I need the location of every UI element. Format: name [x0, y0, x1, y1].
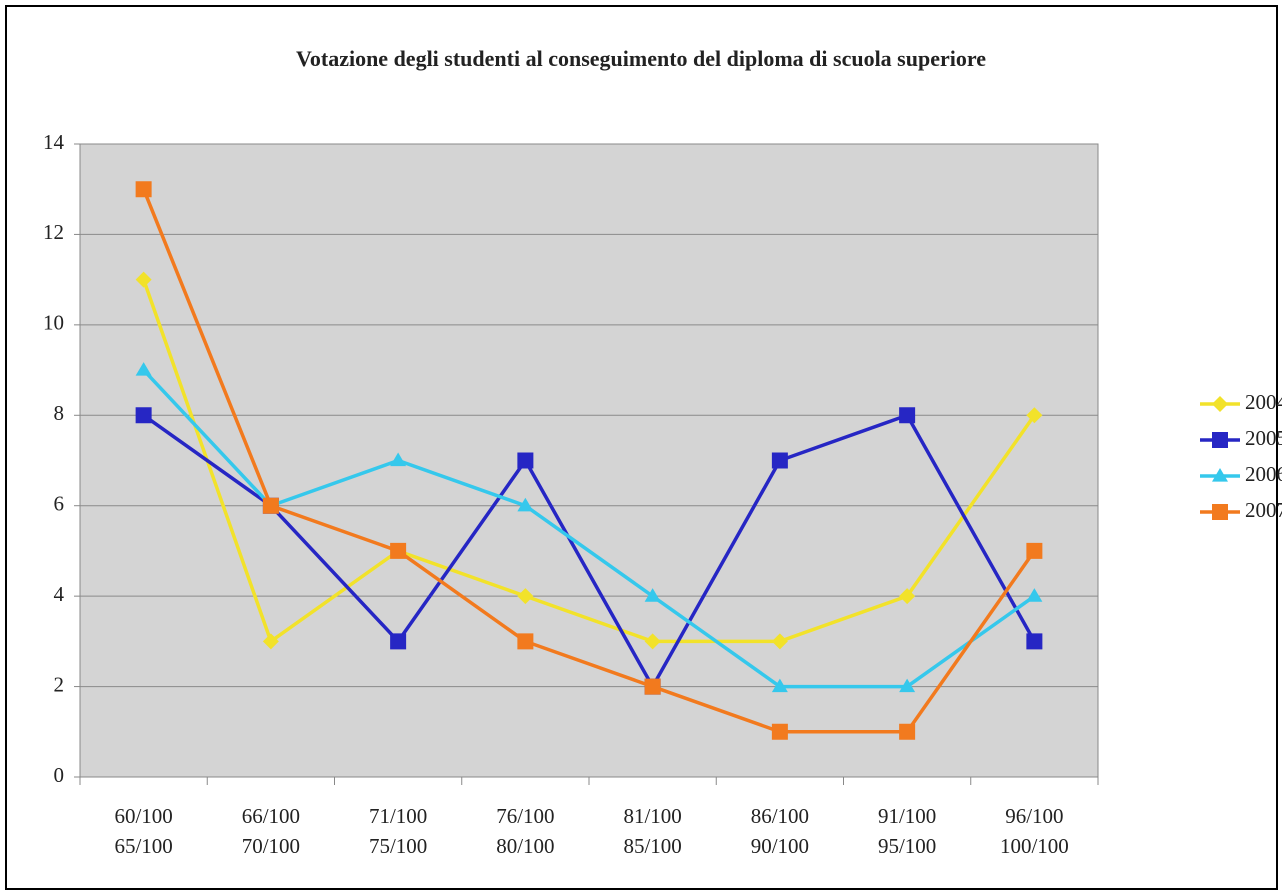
data-point — [1026, 633, 1043, 650]
data-point — [899, 588, 916, 605]
y-tick-label: 14 — [43, 130, 65, 154]
x-tick-label: 71/100 75/100 — [368, 804, 428, 858]
x-tick-label: 96/100 100/100 — [999, 804, 1069, 858]
y-tick-label: 12 — [43, 220, 64, 244]
data-point — [1026, 588, 1043, 602]
data-point — [135, 407, 152, 424]
data-point — [135, 271, 152, 288]
x-tick-label: 60/100 65/100 — [114, 804, 173, 858]
x-tick-label: 76/100 80/100 — [496, 804, 555, 858]
series-line — [141, 279, 1036, 645]
data-point — [390, 452, 407, 467]
legend-marker — [1212, 396, 1228, 412]
data-point — [135, 181, 152, 198]
data-point — [771, 452, 788, 469]
data-point — [899, 407, 916, 424]
data-point — [644, 633, 661, 650]
y-tick-label: 6 — [54, 492, 65, 516]
data-point — [1026, 542, 1043, 559]
y-tick-label: 10 — [43, 311, 64, 335]
series-line — [142, 188, 1036, 734]
y-tick-label: 0 — [54, 763, 65, 787]
data-point — [262, 497, 279, 514]
data-point — [1026, 407, 1043, 424]
data-point — [135, 362, 152, 376]
chart-title: Votazione degli studenti al conseguiment… — [296, 46, 986, 71]
data-point — [771, 678, 788, 693]
y-tick-label: 2 — [54, 672, 65, 696]
data-point — [390, 633, 407, 650]
data-point — [517, 588, 534, 605]
data-point — [644, 678, 661, 695]
legend-marker — [1212, 432, 1228, 448]
data-point — [899, 723, 916, 740]
data-point — [644, 588, 661, 602]
y-tick-label: 4 — [54, 582, 65, 606]
series-line — [142, 368, 1036, 689]
x-tick-label: 66/100 70/100 — [241, 804, 301, 858]
legend-label: 2005/06 — [1245, 426, 1282, 450]
legend-marker — [1212, 504, 1228, 520]
data-point — [262, 633, 279, 650]
data-point — [899, 678, 916, 693]
data-point — [517, 452, 534, 469]
plot-area — [79, 143, 1099, 778]
data-point — [771, 633, 788, 650]
data-point — [517, 497, 534, 512]
legend-label: 2007/08 — [1245, 498, 1282, 522]
legend-marker — [1212, 468, 1228, 482]
data-point — [517, 633, 534, 650]
data-point — [771, 723, 788, 740]
x-tick-label: 91/100 95/100 — [877, 804, 937, 858]
y-tick-label: 8 — [54, 401, 65, 425]
legend-label: 2004/05 — [1245, 390, 1282, 414]
data-point — [390, 542, 407, 559]
x-tick-label: 81/100 85/100 — [623, 804, 682, 858]
legend-label: 2006/07 — [1245, 462, 1282, 486]
series-line — [142, 413, 1036, 691]
x-tick-label: 86/100 90/100 — [750, 804, 810, 858]
